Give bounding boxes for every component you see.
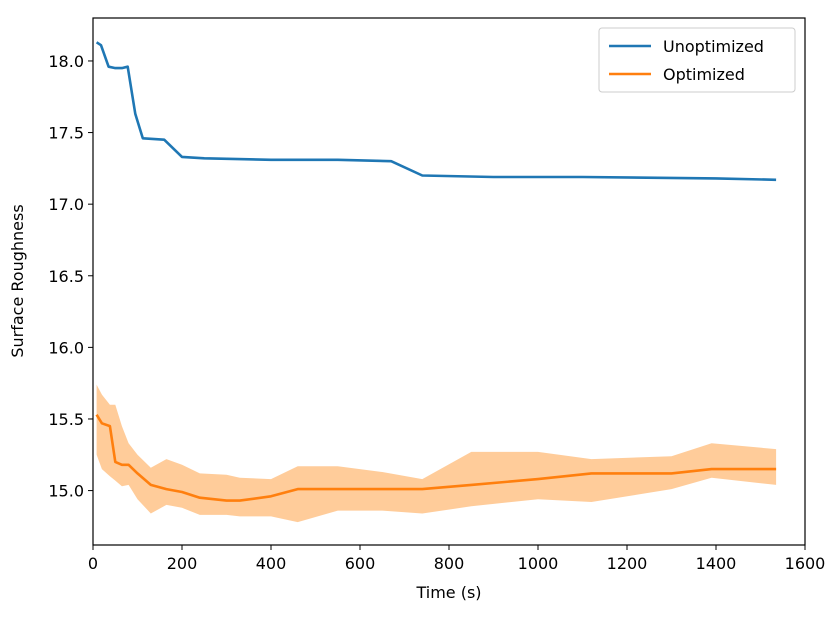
legend-label-unoptimized: Unoptimized (663, 37, 764, 56)
y-axis-ticks: 15.0 15.5 16.0 16.5 17.0 17.5 18.0 (48, 52, 93, 501)
band-optimized (96, 384, 777, 523)
y-tick-label: 18.0 (48, 52, 84, 71)
confidence-bands (96, 384, 777, 523)
x-tick-label: 400 (256, 554, 287, 573)
x-axis-label: Time (s) (415, 583, 481, 602)
legend-frame (598, 27, 796, 93)
x-axis-ticks: 0 200 400 600 800 1000 1200 1400 1600 (88, 545, 825, 573)
legend: Unoptimized Optimized (598, 27, 796, 93)
x-tick-label: 1600 (785, 554, 826, 573)
series-line-optimized (95, 414, 777, 502)
x-tick-label: 0 (88, 554, 98, 573)
x-tick-label: 1200 (607, 554, 648, 573)
x-tick-label: 200 (167, 554, 198, 573)
series-line-unoptimized (95, 41, 777, 182)
y-tick-label: 17.0 (48, 195, 84, 214)
legend-label-optimized: Optimized (663, 65, 745, 84)
y-tick-label: 16.0 (48, 338, 84, 357)
x-tick-label: 600 (345, 554, 376, 573)
x-tick-label: 1400 (696, 554, 737, 573)
x-tick-label: 800 (434, 554, 465, 573)
y-tick-label: 16.5 (48, 267, 84, 286)
y-axis-label: Surface Roughness (8, 204, 27, 357)
series-lines (95, 41, 777, 502)
y-tick-label: 17.5 (48, 124, 84, 143)
y-tick-label: 15.0 (48, 482, 84, 501)
x-tick-label: 1000 (518, 554, 559, 573)
y-tick-label: 15.5 (48, 410, 84, 429)
